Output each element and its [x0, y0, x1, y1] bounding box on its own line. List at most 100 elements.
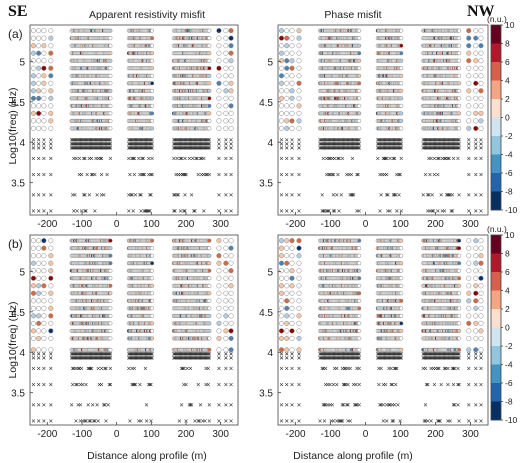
misfit-point	[48, 305, 54, 311]
misfit-point	[478, 58, 484, 64]
misfit-point	[41, 43, 47, 49]
misfit-point	[36, 28, 42, 34]
misfit-point	[150, 328, 155, 333]
misfit-point	[36, 313, 42, 319]
misfit-point	[473, 43, 479, 49]
misfit-point	[48, 58, 54, 64]
misfit-point	[216, 110, 222, 116]
missing-data-cross	[290, 193, 294, 197]
y-tick-label: 5	[267, 57, 273, 68]
missing-data-cross	[279, 142, 284, 146]
misfit-point	[150, 306, 155, 311]
misfit-point	[30, 95, 37, 101]
misfit-point	[36, 328, 42, 334]
misfit-point	[228, 58, 234, 64]
misfit-point	[223, 260, 229, 266]
misfit-point	[48, 80, 54, 86]
missing-data-cross	[279, 193, 284, 197]
misfit-point	[289, 43, 295, 49]
missing-data-cross	[229, 193, 233, 197]
misfit-point	[207, 321, 212, 326]
misfit-point	[228, 320, 234, 326]
misfit-point	[41, 58, 47, 64]
misfit-point	[284, 35, 290, 41]
misfit-point	[36, 58, 42, 64]
missing-data-cross	[451, 156, 456, 161]
misfit-point	[30, 118, 37, 124]
misfit-point	[207, 246, 212, 251]
misfit-point	[30, 328, 37, 334]
misfit-point	[278, 110, 285, 116]
misfit-point	[48, 268, 54, 274]
missing-data-cross	[285, 209, 289, 213]
missing-data-cross	[72, 209, 76, 213]
misfit-point	[48, 35, 54, 41]
missing-data-cross	[479, 142, 483, 146]
misfit-point	[216, 253, 222, 259]
misfit-point	[278, 43, 285, 49]
misfit-point	[357, 28, 362, 33]
misfit-point	[41, 103, 47, 109]
misfit-point	[228, 275, 234, 281]
misfit-point	[30, 80, 37, 86]
y-axis-label-top: Log10(freq) (Hz)	[7, 87, 19, 164]
missing-data-cross	[436, 209, 440, 213]
misfit-point	[466, 80, 472, 86]
misfit-point	[289, 125, 295, 131]
missing-data-cross	[379, 193, 383, 197]
missing-data-cross	[31, 146, 36, 150]
misfit-point	[207, 268, 212, 273]
misfit-point	[223, 245, 229, 251]
missing-data-cross	[321, 156, 326, 161]
misfit-point	[223, 80, 229, 86]
misfit-point	[48, 313, 54, 319]
missing-data-cross	[479, 209, 483, 213]
misfit-point	[399, 118, 404, 123]
misfit-point	[150, 253, 155, 258]
misfit-point	[216, 245, 222, 251]
missing-data-cross	[36, 209, 41, 213]
misfit-point	[228, 50, 234, 56]
y-tick-label: 4.5	[259, 98, 273, 109]
missing-data-cross	[479, 172, 483, 177]
misfit-point	[207, 58, 212, 63]
misfit-point	[399, 88, 404, 93]
misfit-point	[36, 268, 42, 274]
missing-data-cross	[31, 142, 36, 146]
misfit-point	[150, 261, 155, 266]
misfit-point	[41, 65, 47, 71]
misfit-point	[41, 320, 47, 326]
misfit-point	[278, 103, 285, 109]
misfit-point	[108, 36, 113, 41]
missing-data-cross	[442, 209, 447, 213]
misfit-point	[41, 335, 47, 341]
misfit-point	[41, 253, 47, 259]
misfit-point	[216, 305, 222, 311]
misfit-point	[36, 275, 42, 281]
misfit-point	[207, 283, 212, 288]
missing-data-cross	[36, 142, 41, 146]
missing-data-cross	[49, 209, 53, 213]
missing-data-cross	[217, 138, 221, 142]
misfit-point	[36, 320, 42, 326]
misfit-point	[216, 103, 222, 109]
missing-data-cross	[297, 172, 301, 177]
misfit-point	[150, 51, 155, 56]
misfit-point	[228, 110, 234, 116]
missing-data-cross	[467, 146, 471, 150]
misfit-point	[41, 50, 47, 56]
misfit-point	[284, 88, 290, 94]
missing-data-cross	[450, 193, 455, 197]
misfit-point	[278, 118, 285, 124]
misfit-point	[228, 253, 234, 259]
misfit-point	[36, 125, 42, 131]
misfit-point	[399, 81, 404, 86]
missing-data-cross	[432, 156, 437, 161]
missing-data-cross	[285, 156, 289, 161]
misfit-point	[216, 125, 222, 131]
missing-data-cross	[357, 209, 361, 213]
misfit-point	[216, 43, 222, 49]
misfit-point	[296, 28, 302, 34]
misfit-point	[207, 103, 212, 108]
misfit-point	[228, 313, 234, 319]
